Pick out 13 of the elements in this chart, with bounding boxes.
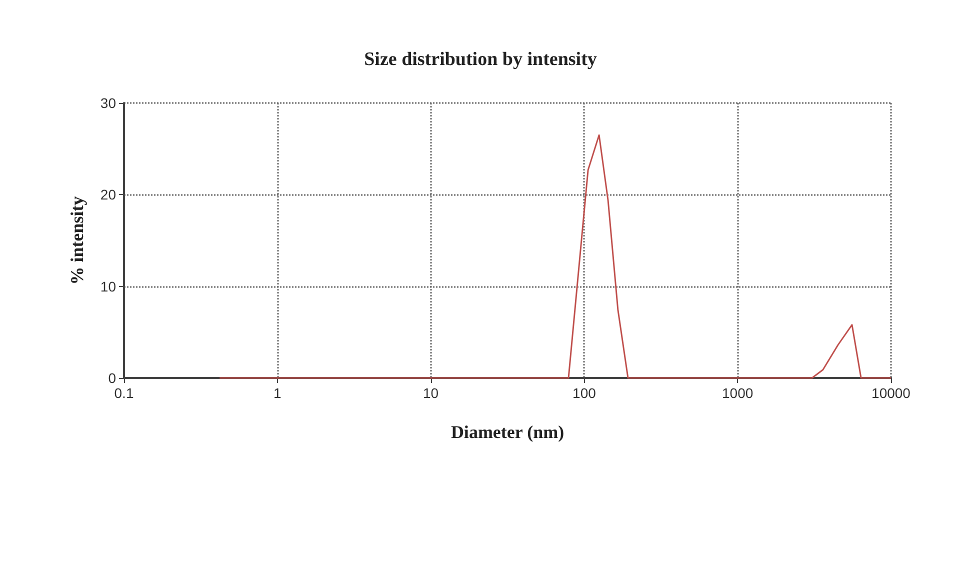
y-tick-label: 30 — [100, 95, 116, 111]
y-tick-label: 0 — [108, 370, 116, 386]
y-tick-label: 10 — [100, 278, 116, 294]
chart-title: Size distribution by intensity — [364, 49, 598, 70]
x-tick-label: 10000 — [872, 385, 911, 401]
x-tick-label: 0.1 — [114, 385, 134, 401]
x-tick-label: 1000 — [722, 385, 754, 401]
x-tick-label: 100 — [572, 385, 596, 401]
x-tick-label: 1 — [274, 385, 282, 401]
y-tick-label: 20 — [100, 186, 116, 203]
y-axis-title: % intensity — [67, 196, 87, 285]
x-tick-label: 10 — [423, 385, 439, 401]
x-axis-title: Diameter (nm) — [450, 422, 564, 442]
